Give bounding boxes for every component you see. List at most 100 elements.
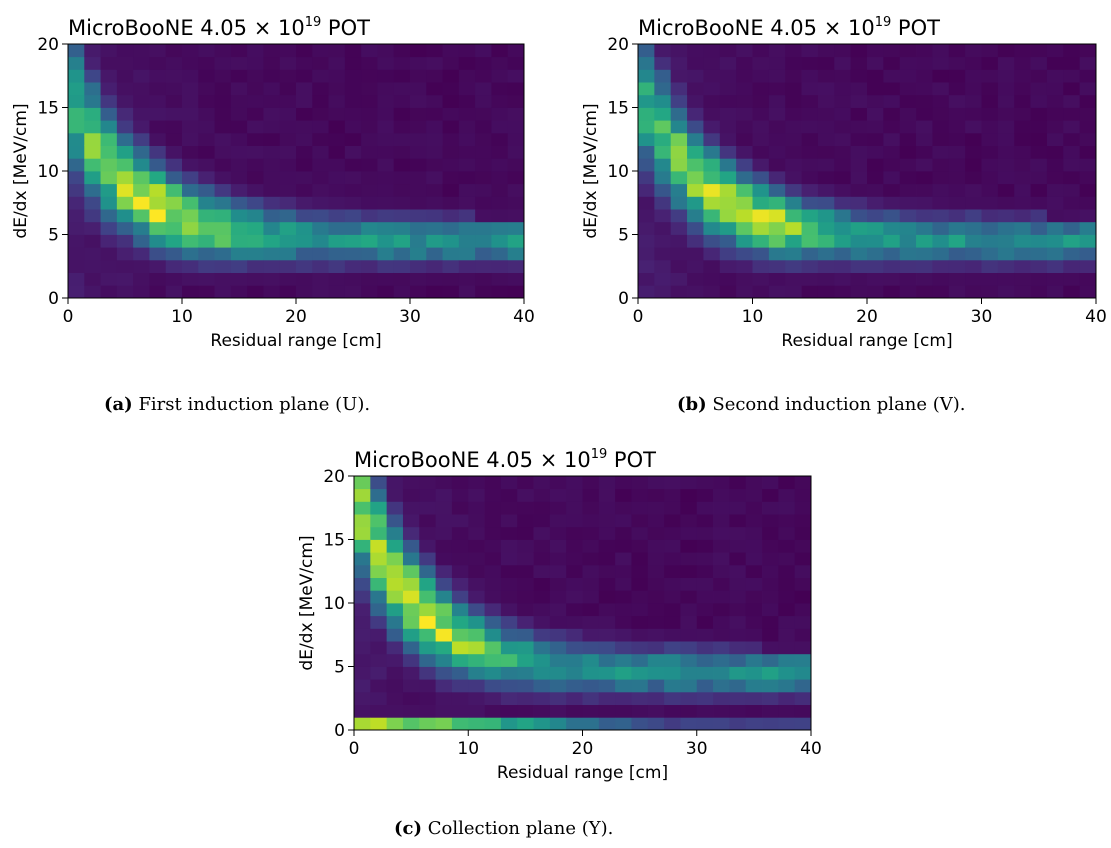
heatmap-cell (84, 272, 101, 286)
heatmap-cell (198, 221, 215, 235)
heatmap-cell (458, 132, 476, 146)
heatmap-cell (647, 526, 665, 540)
caption-c-tag: (c) (394, 818, 422, 839)
heatmap-cell (533, 704, 551, 718)
heatmap-cell (312, 221, 329, 235)
heatmap-cell (801, 221, 819, 235)
heatmap-cell (762, 666, 779, 680)
heatmap-cell (1046, 247, 1064, 261)
heatmap-cell (458, 56, 476, 70)
heatmap-cell (458, 44, 476, 58)
heatmap-cell (247, 44, 264, 58)
heatmap-cell (916, 259, 933, 273)
heatmap-cell (1046, 183, 1064, 197)
heatmap-cell (500, 717, 518, 731)
heatmap-cell (393, 107, 411, 121)
heatmap-cell (615, 539, 632, 553)
heatmap-cell (687, 69, 704, 83)
heatmap-cell (517, 603, 534, 617)
heatmap-cell (654, 285, 672, 299)
heatmap-cell (965, 132, 982, 146)
heatmap-cell (654, 132, 672, 146)
heatmap-cell (312, 247, 329, 261)
heatmap-cell (899, 132, 917, 146)
heatmap-cell (230, 272, 248, 286)
heatmap-cell (631, 666, 649, 680)
heatmap-cell (410, 234, 427, 248)
heatmap-cell (916, 107, 933, 121)
heatmap-cell (981, 107, 999, 121)
heatmap-cell (458, 259, 476, 273)
heatmap-cell (696, 488, 714, 502)
heatmap-cell (279, 209, 297, 223)
heatmap-cell (703, 107, 721, 121)
heatmap-cell (484, 628, 502, 642)
heatmap-cell (370, 603, 388, 617)
heatmap-cell (1079, 183, 1097, 197)
heatmap-cell (745, 476, 763, 490)
heatmap-cell (68, 82, 85, 96)
heatmap-cell (517, 539, 534, 553)
heatmap-cell (1046, 221, 1064, 235)
heatmap-cell (647, 641, 665, 655)
heatmap-cell (263, 132, 281, 146)
heatmap-cell (230, 56, 248, 70)
heatmap-cell (566, 679, 583, 693)
heatmap-cell (133, 145, 150, 159)
heatmap-cell (566, 488, 583, 502)
heatmap-cell (867, 82, 884, 96)
heatmap-cell (736, 196, 753, 210)
heatmap-cell (133, 120, 150, 134)
heatmap-cell (116, 259, 134, 273)
heatmap-cell (279, 272, 297, 286)
heatmap-cell (932, 158, 950, 172)
heatmap-cell (230, 69, 248, 83)
heatmap-cell (116, 221, 134, 235)
heatmap-cell (214, 196, 232, 210)
heatmap-cell (279, 44, 297, 58)
heatmap-cell (687, 44, 704, 58)
heatmap-cell (386, 691, 404, 705)
heatmap-cell (279, 285, 297, 299)
heatmap-cell (393, 44, 411, 58)
heatmap-cell (883, 56, 901, 70)
heatmap-cell (1030, 171, 1048, 185)
heatmap-cell (654, 234, 672, 248)
heatmap-cell (500, 526, 518, 540)
heatmap-cell (736, 94, 753, 108)
heatmap-cell (801, 196, 819, 210)
heatmap-cell (785, 221, 802, 235)
heatmap-cell (997, 145, 1015, 159)
heatmap-cell (312, 107, 329, 121)
heatmap-cell (533, 653, 551, 667)
heatmap-cell (296, 145, 313, 159)
heatmap-cell (729, 717, 747, 731)
heatmap-cell (745, 590, 763, 604)
heatmap-cell (386, 590, 404, 604)
heatmap-cell (442, 209, 460, 223)
heatmap-cell (386, 552, 404, 566)
heatmap-cell (778, 679, 796, 693)
heatmap-cell (582, 552, 600, 566)
heatmap-cell (517, 628, 534, 642)
heatmap-cell (458, 94, 476, 108)
heatmap-cell (745, 615, 763, 629)
heatmap-cell (997, 158, 1015, 172)
heatmap-cell (344, 44, 362, 58)
heatmap-cell (687, 145, 704, 159)
heatmap-cell (410, 56, 427, 70)
heatmap-cell (647, 653, 665, 667)
heatmap-cell (361, 272, 378, 286)
heatmap-cell (377, 209, 395, 223)
heatmap-cell (1063, 196, 1081, 210)
heatmap-cell (370, 552, 388, 566)
heatmap-cell (354, 564, 371, 578)
heatmap-cell (507, 132, 525, 146)
heatmap-cell (312, 158, 329, 172)
heatmap-cell (719, 221, 737, 235)
heatmap-cell (549, 552, 567, 566)
heatmap-cell (279, 56, 297, 70)
heatmap-cell (230, 183, 248, 197)
heatmap-cell (670, 272, 688, 286)
